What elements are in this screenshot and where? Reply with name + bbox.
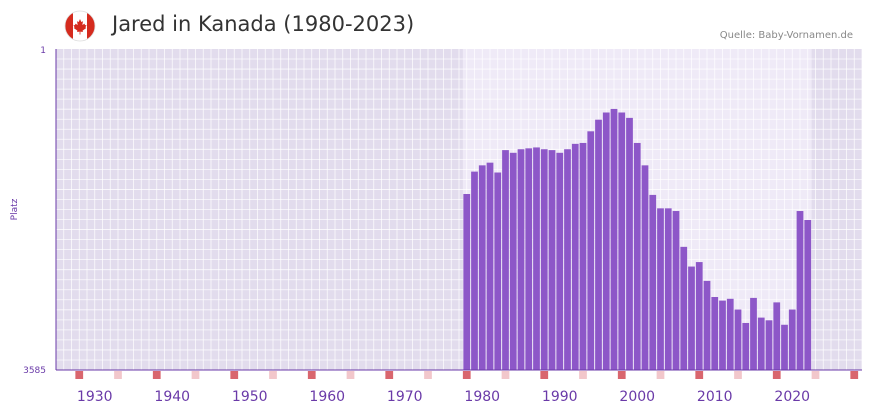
y-tick-label-top: 1: [40, 46, 46, 56]
decade-marker: [617, 371, 626, 379]
bar-1986: [525, 148, 533, 370]
source-credit: Quelle: Baby-Vornamen.de: [719, 30, 853, 41]
decade-marker: [307, 371, 316, 379]
decade-marker: [850, 371, 859, 379]
bar-2018: [773, 302, 781, 370]
bar-2006: [680, 246, 688, 370]
bar-1993: [579, 142, 587, 370]
half-decade-marker: [501, 371, 510, 379]
bar-2021: [796, 211, 804, 370]
half-decade-marker: [114, 371, 122, 379]
bar-1987: [533, 147, 540, 370]
half-decade-marker: [191, 371, 200, 379]
half-decade-marker: [734, 371, 742, 379]
x-tick-label: 1970: [387, 389, 423, 405]
bar-2013: [734, 309, 742, 370]
bar-1988: [540, 149, 548, 370]
bar-2008: [695, 262, 703, 370]
decade-marker: [462, 371, 471, 379]
bar-1996: [602, 112, 610, 370]
bar-2011: [719, 300, 726, 370]
bar-2009: [703, 280, 711, 370]
bar-1997: [610, 108, 618, 370]
decade-marker: [772, 371, 781, 379]
bar-1981: [486, 162, 494, 370]
bar-2016: [757, 317, 765, 370]
decade-marker: [385, 371, 394, 379]
half-decade-marker: [811, 371, 820, 379]
bar-1994: [587, 131, 595, 370]
decade-markers: [75, 371, 859, 379]
half-decade-marker: [424, 371, 432, 379]
half-decade-marker: [579, 371, 587, 379]
x-tick-label: 1960: [309, 389, 345, 405]
half-decade-marker: [346, 371, 355, 379]
bar-1992: [571, 143, 579, 370]
x-tick-label: 2020: [774, 389, 810, 405]
decade-marker: [540, 371, 549, 379]
half-decade-marker: [656, 371, 665, 379]
x-tick-label: 1980: [464, 389, 500, 405]
decade-marker: [75, 371, 84, 379]
bar-2015: [750, 297, 757, 370]
bar-2002: [649, 194, 657, 370]
x-tick-label: 1930: [77, 389, 113, 405]
bar-1990: [556, 152, 564, 370]
bar-series: [463, 108, 812, 371]
x-tick-label: 1940: [154, 389, 190, 405]
bar-2022: [804, 219, 812, 370]
x-tick-label: 1950: [232, 389, 268, 405]
bar-2014: [742, 322, 750, 370]
decade-marker: [695, 371, 704, 379]
bar-2010: [711, 297, 719, 370]
y-axis-title: Platz: [10, 198, 20, 220]
bar-1991: [564, 149, 571, 370]
x-tick-label: 1990: [542, 389, 578, 405]
bar-1979: [471, 171, 478, 370]
bar-2003: [657, 208, 664, 370]
x-tick-label: 2010: [697, 389, 733, 405]
bar-2007: [688, 266, 695, 370]
bar-1978: [463, 194, 471, 370]
bar-2012: [726, 298, 734, 370]
decade-marker: [230, 371, 239, 379]
decade-marker: [152, 371, 161, 379]
half-decade-marker: [269, 371, 277, 379]
bar-1998: [618, 112, 626, 370]
bar-1995: [595, 119, 602, 371]
bar-1989: [548, 150, 556, 370]
bar-1982: [494, 172, 502, 370]
canada-flag-icon: [64, 10, 96, 42]
bar-2004: [664, 208, 672, 370]
bar-1983: [502, 150, 509, 370]
bar-2001: [641, 165, 649, 370]
bar-2017: [765, 320, 773, 370]
bar-1980: [478, 165, 486, 370]
bar-2020: [788, 309, 796, 370]
bar-1985: [517, 149, 525, 370]
x-axis-ticks: 1930 1940 1950 1960 1970 1980 1990 2000 2010 2020: [77, 389, 810, 405]
bar-1984: [509, 152, 517, 370]
bar-2005: [672, 211, 680, 370]
y-tick-label-bottom: 3585: [23, 366, 46, 376]
bar-1999: [626, 117, 633, 371]
page-title: Jared in Kanada (1980-2023): [112, 12, 415, 36]
bar-2019: [781, 324, 788, 370]
x-tick-label: 2000: [619, 389, 655, 405]
bar-2000: [633, 142, 641, 370]
